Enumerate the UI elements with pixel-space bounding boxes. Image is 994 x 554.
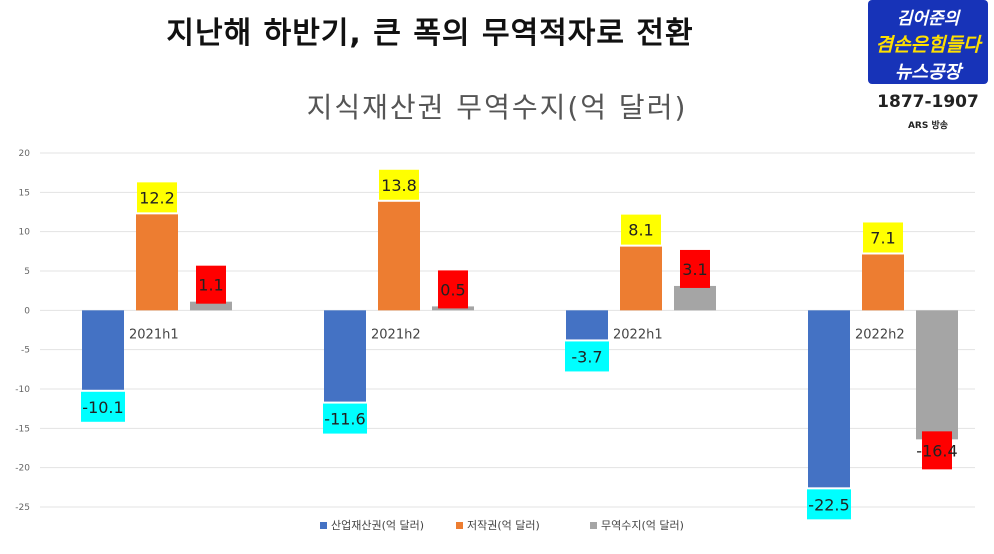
data-label-box xyxy=(863,222,903,253)
y-tick-label: 20 xyxy=(19,149,31,159)
ars-number: 1877-1907 xyxy=(877,92,979,112)
bar xyxy=(566,310,608,340)
bar xyxy=(916,310,958,440)
y-tick-label: -25 xyxy=(15,503,30,513)
bar-chart: 20 15 10 5 0 -5 -10 -15 -20 -25 2021h1 2021h2 2022h… xyxy=(15,149,975,532)
bar xyxy=(862,254,904,311)
legend-swatch xyxy=(320,522,327,529)
data-label-box xyxy=(196,265,226,304)
bar xyxy=(82,310,124,390)
y-tick-label: 15 xyxy=(19,188,30,198)
category-label: 2022h1 xyxy=(613,327,663,342)
y-tick-label: 0 xyxy=(24,306,30,316)
y-tick-label: -10 xyxy=(15,385,30,395)
bar xyxy=(136,214,178,311)
data-label: 8.1 xyxy=(628,221,653,240)
data-label: 13.8 xyxy=(381,176,417,195)
bar xyxy=(620,246,662,311)
category-label: 2022h2 xyxy=(855,327,905,342)
data-label: -10.1 xyxy=(82,398,123,417)
y-tick-label: -5 xyxy=(21,346,30,356)
broadcast-logo: 김어준의 겸손은힘들다 뉴스공장 xyxy=(868,0,988,84)
data-labels: -10.1 12.2 1.1 -11.6 13.8 0.5 -3.7 8.1 3.1 -22.5 7… xyxy=(81,169,958,520)
legend-label: 산업재산권(억 달러) xyxy=(331,519,424,532)
bar xyxy=(324,310,366,402)
bar xyxy=(808,310,850,488)
data-label-box xyxy=(323,403,367,434)
data-label-box xyxy=(438,270,468,309)
category-labels: 2021h1 2021h2 2022h1 2022h2 xyxy=(129,327,905,342)
y-tick-label: 5 xyxy=(24,267,30,277)
data-label-box xyxy=(922,431,952,470)
data-label-box xyxy=(621,214,661,245)
data-label-box xyxy=(137,182,177,213)
data-label-box xyxy=(807,489,851,520)
category-label: 2021h1 xyxy=(129,327,179,342)
y-tick-label: -20 xyxy=(15,464,30,474)
bar xyxy=(378,201,420,311)
bars xyxy=(82,201,958,488)
y-axis-ticks: 20 15 10 5 0 -5 -10 -15 -20 -25 xyxy=(15,149,30,513)
chart-title: 지식재산권 무역수지(억 달러) xyxy=(306,91,688,124)
legend: 산업재산권(억 달러) 저작권(억 달러) 무역수지(억 달러) xyxy=(320,519,684,532)
data-label: -22.5 xyxy=(808,495,849,514)
headline: 지난해 하반기, 큰 폭의 무역적자로 전환 xyxy=(166,16,694,51)
data-label: 7.1 xyxy=(870,228,895,247)
logo-line-2: 겸손은힘들다 xyxy=(875,34,981,56)
data-label: 0.5 xyxy=(440,280,465,299)
bar xyxy=(190,301,232,311)
y-tick-label: -15 xyxy=(15,424,30,434)
data-label-box xyxy=(81,391,125,422)
legend-swatch xyxy=(590,522,597,529)
ars-caption: ARS 방송 xyxy=(907,121,949,131)
data-label: -11.6 xyxy=(324,410,365,429)
logo-line-1: 김어준의 xyxy=(896,9,960,29)
data-label: 1.1 xyxy=(198,276,223,295)
logo-line-3: 뉴스공장 xyxy=(894,62,962,83)
data-label: -16.4 xyxy=(916,441,957,460)
data-label-box xyxy=(680,249,710,288)
bar xyxy=(674,285,716,311)
data-label: 12.2 xyxy=(139,188,175,207)
data-label: -3.7 xyxy=(571,347,602,366)
data-label: 3.1 xyxy=(682,260,707,279)
legend-label: 저작권(억 달러) xyxy=(467,519,540,532)
legend-label: 무역수지(억 달러) xyxy=(601,519,684,532)
category-label: 2021h2 xyxy=(371,327,421,342)
legend-swatch xyxy=(456,522,463,529)
data-label-box xyxy=(379,169,419,200)
y-tick-label: 10 xyxy=(19,228,31,238)
data-label-box xyxy=(565,341,609,372)
